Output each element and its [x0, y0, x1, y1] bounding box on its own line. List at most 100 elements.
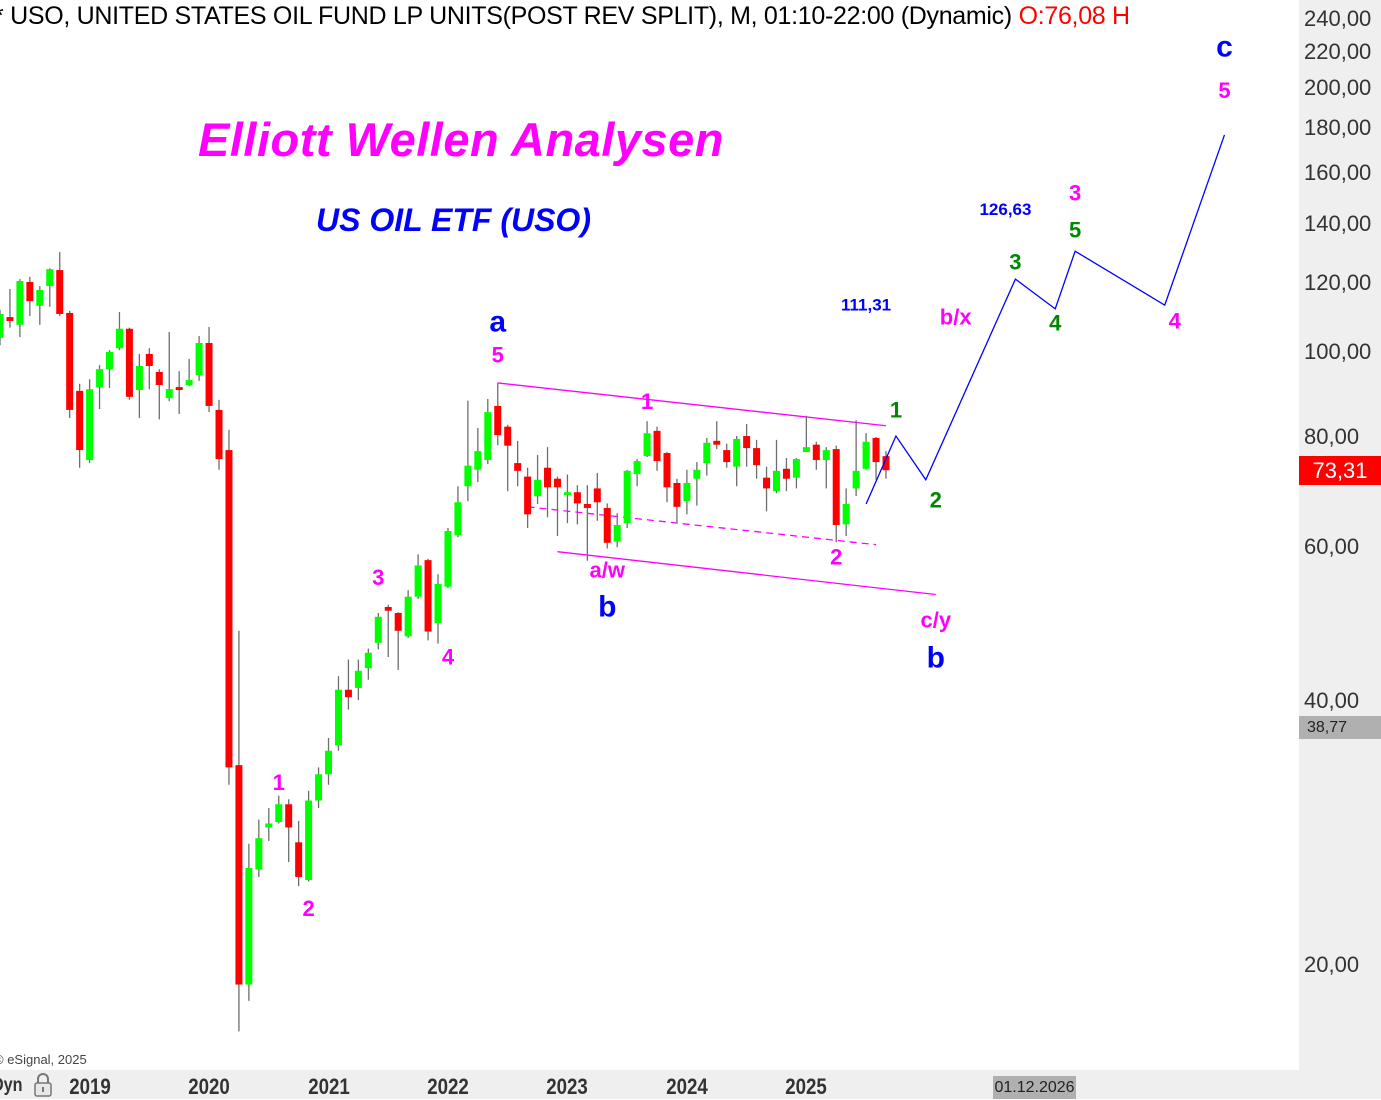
candle-up — [16, 280, 24, 325]
time-axis[interactable]: Dyn 01.12.2026 2019 2020 2021 2022 2023 2024 2… — [0, 1070, 1299, 1099]
candle-down — [394, 612, 402, 631]
candle-up — [842, 503, 850, 525]
price-tick-label: 200,00 — [1304, 75, 1372, 100]
lock-icon[interactable] — [33, 1073, 53, 1097]
candle-down — [215, 409, 223, 460]
candle-down — [544, 467, 552, 488]
price-tick-label: 240,00 — [1304, 5, 1372, 31]
candle-up — [325, 750, 333, 775]
candle-up — [623, 470, 631, 524]
candle-up — [862, 441, 870, 469]
candle-up — [354, 670, 362, 688]
candle-up — [792, 459, 800, 478]
price-tick-label: 120,00 — [1304, 269, 1372, 295]
candle-down — [504, 426, 512, 446]
wave-label: a — [489, 305, 506, 338]
wave-label: 5 — [1218, 78, 1230, 103]
candle-down — [524, 476, 532, 515]
dynamic-mode-label[interactable]: Dyn — [0, 1075, 23, 1096]
candle-up — [0, 313, 4, 338]
wave-projection-path — [865, 134, 1226, 505]
candle-down — [125, 328, 133, 397]
wave-label: 3 — [1069, 180, 1081, 205]
candle-down — [6, 317, 14, 321]
candle-up — [464, 465, 472, 487]
candle-up — [245, 868, 253, 985]
candle-up — [772, 470, 780, 492]
candle-down — [743, 436, 751, 449]
candle-down — [285, 804, 293, 828]
candle-up — [96, 369, 104, 388]
wave-label: b — [927, 641, 945, 674]
wave-label: 4 — [442, 644, 455, 669]
candle-down — [26, 281, 34, 302]
wave-label: 1 — [890, 397, 902, 422]
candle-down — [514, 463, 522, 471]
wave-label: b/x — [940, 305, 973, 330]
candle-up — [265, 823, 273, 828]
price-tick-label: 40,00 — [1304, 688, 1360, 713]
wave-label: c/y — [920, 607, 951, 632]
candle-up — [643, 433, 651, 457]
candle-down — [653, 430, 661, 462]
candlestick-chart: a 5 1 1 2 2 a/w b c/y b 3 4 1 2 111,31 b/x 3 4 126,63 5 3 4 c 5 — [0, 31, 1233, 1032]
candle-up — [36, 289, 44, 306]
candle-up — [135, 365, 143, 391]
candle-up — [703, 442, 711, 464]
wave-label: 3 — [372, 565, 384, 590]
candle-up — [822, 450, 830, 461]
candle-down — [723, 450, 731, 463]
candle-up — [106, 352, 114, 370]
candle-up — [275, 804, 283, 823]
wave-label: 3 — [1009, 250, 1021, 275]
candle-down — [175, 387, 183, 391]
channel-line — [527, 506, 877, 546]
last-price-marker: 73,31 — [1299, 456, 1381, 486]
candle-down — [56, 270, 64, 314]
candle-up — [852, 470, 860, 489]
candle-up — [434, 583, 442, 623]
price-axis[interactable]: 240,00 220,00 200,00 180,00 160,00 140,00 120,… — [1299, 0, 1381, 1099]
year-tick-label: 2022 — [427, 1074, 469, 1099]
price-tick-label: 160,00 — [1304, 160, 1372, 185]
candle-down — [66, 312, 74, 410]
candle-up — [255, 838, 263, 870]
candle-up — [534, 479, 542, 497]
year-tick-label: 2021 — [307, 1074, 350, 1099]
price-tick-label: 60,00 — [1304, 533, 1360, 559]
candle-up — [86, 389, 94, 461]
candle-up — [454, 502, 462, 536]
overlay-sub-title: US OIL ETF (USO) — [316, 202, 591, 238]
price-tick-label: 140,00 — [1304, 210, 1372, 236]
candle-up — [374, 616, 382, 643]
wave-label: b — [598, 590, 616, 623]
candle-up — [364, 652, 372, 669]
candle-up — [165, 389, 173, 399]
candle-up — [404, 596, 412, 637]
wave-label: 4 — [1169, 308, 1182, 333]
candle-up — [733, 438, 741, 467]
candle-up — [305, 800, 313, 881]
candle-down — [155, 371, 163, 386]
candle-up — [613, 524, 621, 542]
candle-down — [603, 507, 611, 543]
candle-down — [782, 468, 790, 479]
year-tick-label: 2024 — [666, 1074, 708, 1099]
wave-label: 1 — [273, 770, 285, 795]
candle-up — [115, 328, 123, 349]
copyright-text: © eSignal, 2025 — [0, 1052, 87, 1067]
price-tick-label: 100,00 — [1304, 339, 1372, 364]
candle-down — [763, 477, 771, 489]
candle-down — [753, 448, 761, 466]
candle-down — [812, 444, 820, 461]
wave-label: 2 — [830, 544, 842, 569]
candle-down — [145, 353, 153, 366]
candle-up — [315, 774, 323, 801]
chart-plot-area[interactable]: a 5 1 1 2 2 a/w b c/y b 3 4 1 2 111,31 b/x 3 4 126,63 5 3 4 c 5… — [0, 0, 1299, 1070]
cursor-date-label: 01.12.2026 — [993, 1076, 1076, 1099]
price-tick-label: 180,00 — [1304, 115, 1372, 141]
candle-up — [484, 412, 492, 461]
wave-label: 126,63 — [979, 200, 1031, 219]
wave-label: 1 — [641, 389, 653, 414]
candle-up — [563, 492, 571, 495]
